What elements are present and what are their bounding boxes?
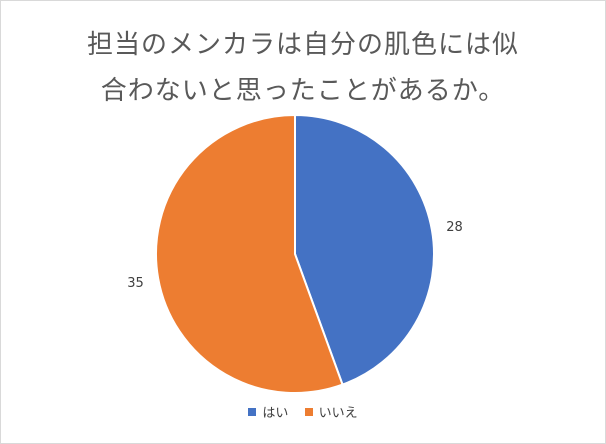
legend-item-no: いいえ: [304, 402, 358, 421]
data-label-no: 35: [127, 276, 144, 291]
legend-label-yes: はい: [262, 406, 289, 421]
data-label-yes: 28: [446, 220, 463, 235]
legend-swatch-no: [304, 407, 313, 416]
legend: はい いいえ: [0, 402, 606, 421]
legend-swatch-yes: [248, 407, 257, 416]
pie-slice-yes: [294, 113, 435, 386]
chart-title-line-2: 合わないと思ったことがあるか。: [100, 76, 506, 106]
legend-label-no: いいえ: [318, 406, 358, 421]
legend-item-yes: はい: [248, 402, 288, 421]
chart-title: 担当のメンカラは自分の肌色には似 合わないと思ったことがあるか。: [0, 22, 606, 114]
pie-slices: [155, 113, 435, 394]
pie-slice-no: [155, 113, 344, 394]
pie-data-labels: 28 35: [127, 220, 463, 291]
chart-title-line-1: 担当のメンカラは自分の肌色には似: [86, 30, 519, 60]
